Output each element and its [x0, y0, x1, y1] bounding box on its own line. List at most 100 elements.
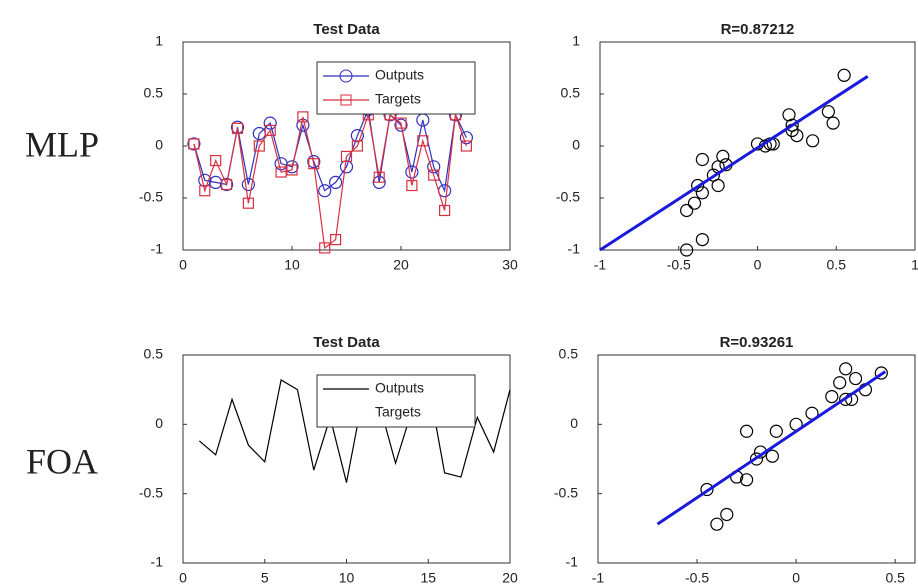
- data-point: [700, 482, 714, 497]
- data-marker: [242, 197, 254, 209]
- data-point: [874, 366, 888, 380]
- data-marker: [275, 166, 287, 178]
- y-tick-label: 0.5: [559, 346, 579, 362]
- x-tick-label: -0.5: [685, 570, 709, 585]
- data-marker: [340, 150, 353, 162]
- legend-label: Targets: [375, 404, 421, 420]
- x-tick-label: 20: [393, 257, 409, 273]
- data-marker: [330, 234, 342, 246]
- data-marker: [405, 165, 419, 179]
- data-marker: [220, 177, 234, 192]
- data-marker: [308, 158, 320, 170]
- y-tick-label: 1: [572, 33, 580, 49]
- data-point: [720, 507, 734, 522]
- chart-title: Test Data: [313, 334, 380, 351]
- y-tick-label: -0.5: [556, 189, 580, 205]
- y-tick-label: 0: [155, 415, 163, 431]
- chart-title: Test Data: [313, 21, 380, 38]
- data-marker: [350, 129, 364, 143]
- data-point: [765, 449, 779, 463]
- data-marker: [427, 160, 441, 174]
- data-point: [826, 116, 840, 130]
- x-tick-label: -1: [594, 257, 607, 273]
- data-marker: [188, 138, 200, 150]
- fit-line: [599, 75, 869, 252]
- data-point: [695, 233, 709, 247]
- data-marker: [199, 185, 211, 197]
- data-point: [695, 186, 709, 200]
- x-tick-label: 30: [502, 257, 518, 273]
- data-marker: [394, 118, 408, 132]
- data-marker: [428, 169, 440, 181]
- y-tick-label: -0.5: [139, 484, 163, 500]
- data-point: [821, 105, 835, 119]
- data-point: [739, 473, 754, 487]
- data-marker: [198, 173, 212, 187]
- chart-title: R=0.93261: [720, 334, 794, 351]
- y-tick-label: 0.5: [144, 85, 164, 101]
- y-tick-label: 0: [570, 415, 578, 431]
- x-tick-label: 0: [179, 570, 187, 585]
- data-point: [839, 392, 853, 406]
- data-marker: [263, 116, 277, 130]
- data-marker: [351, 140, 363, 152]
- x-tick-label: 10: [339, 570, 355, 585]
- data-point: [711, 178, 725, 193]
- x-tick-label: -0.5: [667, 257, 691, 273]
- data-marker: [460, 140, 472, 152]
- x-tick-label: 0: [179, 257, 187, 273]
- data-point: [769, 424, 783, 438]
- data-marker: [210, 154, 222, 167]
- data-marker: [241, 177, 255, 192]
- x-tick-label: 0.5: [885, 570, 905, 585]
- legend-label: Outputs: [375, 380, 424, 396]
- y-tick-label: 0: [572, 137, 580, 153]
- data-marker: [319, 242, 331, 254]
- data-marker: [406, 179, 418, 192]
- data-point: [691, 178, 705, 193]
- y-tick-label: -0.5: [139, 189, 163, 205]
- data-point: [848, 371, 863, 386]
- legend-label: Targets: [375, 91, 421, 107]
- chart-title: R=0.87212: [721, 21, 795, 38]
- data-point: [739, 424, 754, 438]
- data-marker: [264, 124, 276, 137]
- data-marker: [221, 178, 233, 191]
- y-tick-label: -1: [566, 554, 579, 570]
- x-tick-label: 1: [911, 257, 918, 273]
- legend-label: Outputs: [375, 67, 424, 83]
- x-tick-label: 0: [754, 257, 762, 273]
- x-tick-label: -1: [592, 570, 605, 585]
- data-point: [680, 203, 694, 218]
- data-marker: [417, 135, 429, 147]
- data-point: [785, 118, 799, 132]
- row-label: FOA: [26, 441, 98, 481]
- data-point: [837, 68, 851, 82]
- data-point: [833, 376, 847, 390]
- data-marker: [253, 140, 265, 152]
- data-line: [198, 379, 511, 483]
- data-marker: [373, 171, 385, 183]
- fit-line: [656, 370, 887, 526]
- y-tick-label: 1: [155, 33, 163, 49]
- x-tick-label: 5: [261, 570, 269, 585]
- data-marker: [318, 184, 332, 198]
- data-marker: [459, 131, 473, 145]
- legend-marker: [339, 69, 353, 83]
- x-tick-label: 15: [420, 570, 436, 585]
- legend-marker: [340, 94, 352, 106]
- data-point: [716, 149, 730, 163]
- y-tick-label: 0.5: [561, 85, 581, 101]
- data-point: [680, 243, 694, 257]
- legend-box: [316, 374, 476, 428]
- row-label: MLP: [25, 124, 99, 164]
- data-marker: [329, 175, 343, 189]
- data-point: [806, 134, 820, 148]
- y-tick-label: -1: [568, 241, 581, 257]
- y-tick-label: 0.5: [144, 346, 164, 362]
- data-point: [710, 517, 724, 531]
- data-point: [839, 362, 853, 376]
- data-marker: [395, 117, 407, 129]
- y-tick-label: 0: [155, 137, 163, 153]
